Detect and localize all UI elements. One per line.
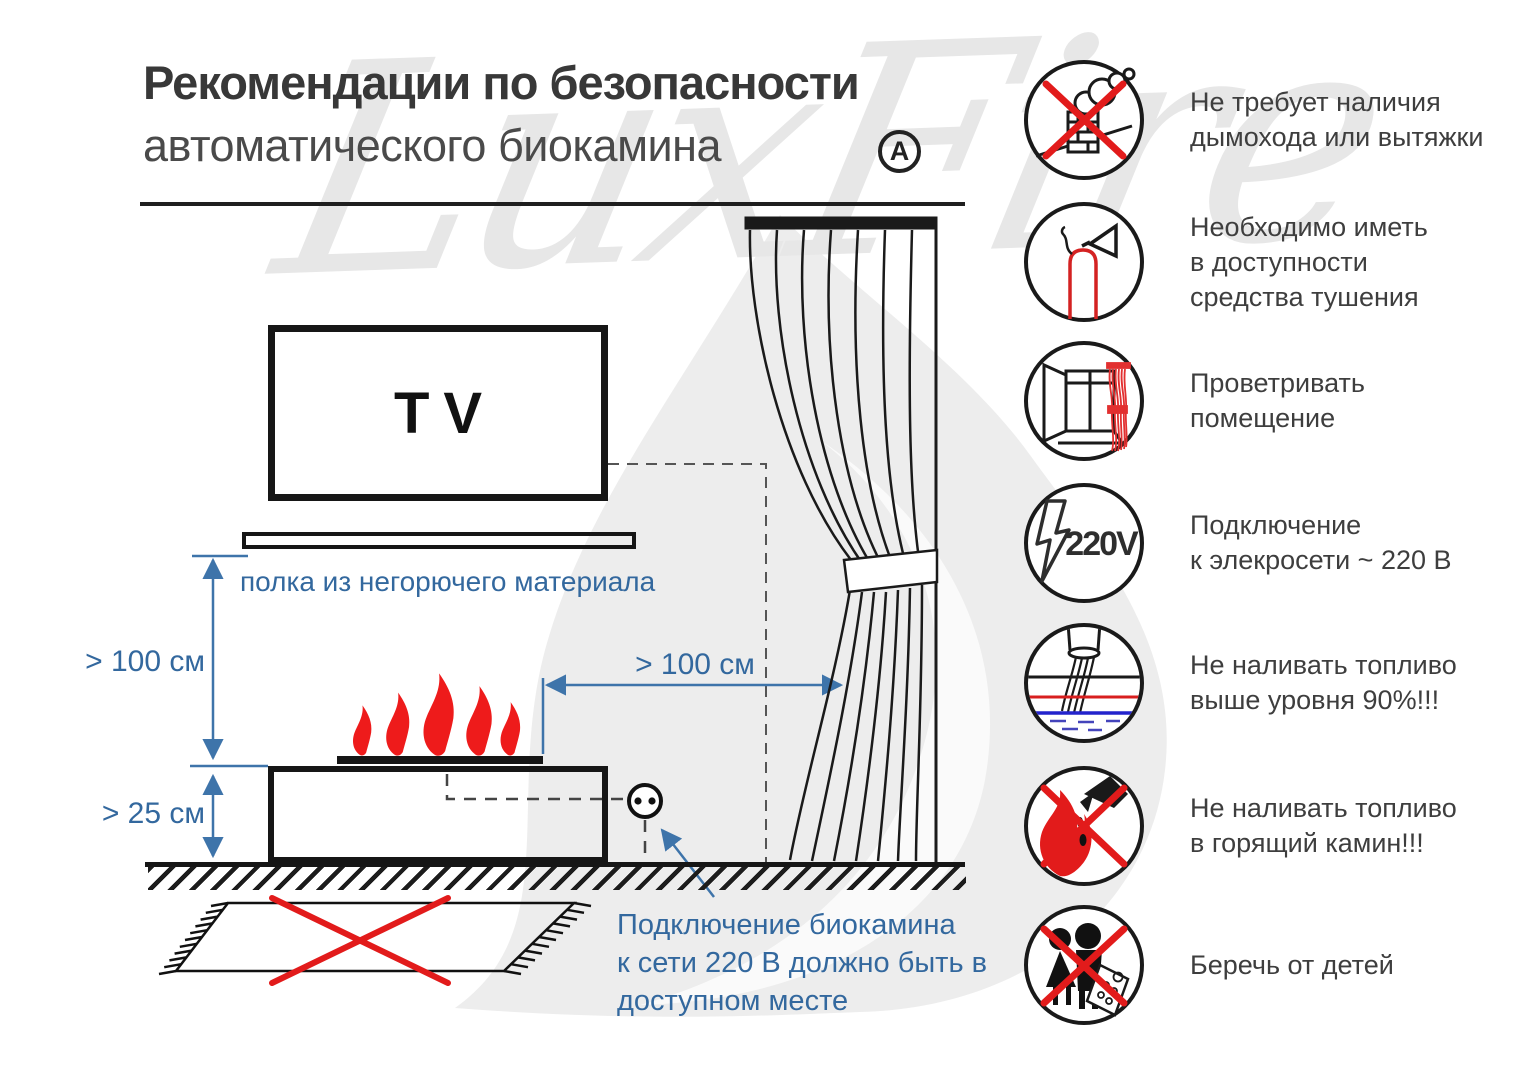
safety-item-label: Не наливать топливо в горящий камин!!! bbox=[1190, 793, 1457, 858]
extinguisher-icon bbox=[1024, 202, 1144, 322]
safety-item-children: Беречь от детей bbox=[1022, 903, 1394, 1027]
safety-item-power: 220V Подключение к элекросети ~ 220 В bbox=[1022, 481, 1452, 605]
safety-item-label: Беречь от детей bbox=[1190, 949, 1394, 980]
power-icon-label: 220V bbox=[1065, 525, 1139, 563]
safety-item-no-chimney: Не требует наличия дымохода или вытяжки bbox=[1022, 58, 1483, 182]
no-chimney-icon bbox=[1024, 60, 1144, 180]
shelf-label: полка из негорючего материала bbox=[240, 566, 656, 597]
safety-item-no-refill: Не наливать топливо в горящий камин!!! bbox=[1022, 764, 1457, 888]
floor-hatching bbox=[148, 867, 966, 890]
power-220v-icon: 220V bbox=[1024, 483, 1144, 603]
safety-item-extinguisher: Необходимо иметь в доступности средства … bbox=[1022, 200, 1428, 324]
fireplace-base bbox=[268, 766, 608, 863]
safety-item-label: Проветривать помещение bbox=[1190, 368, 1365, 433]
safety-item-label: Необходимо иметь в доступности средства … bbox=[1190, 211, 1428, 312]
page-title-line1: Рекомендации по безопасности bbox=[143, 56, 860, 109]
fuel-level-icon bbox=[1024, 623, 1144, 743]
tv-box: TV bbox=[268, 325, 608, 501]
dim-label-curtain-distance: > 100 см bbox=[635, 648, 755, 681]
dim-label-shelf-height: > 100 см bbox=[85, 645, 205, 678]
safety-item-fuel-level: Не наливать топливо выше уровня 90%!!! bbox=[1022, 621, 1457, 745]
ceiling-line bbox=[140, 202, 965, 206]
keep-from-children-icon bbox=[1024, 905, 1144, 1025]
safety-item-label: Подключение к элекросети ~ 220 В bbox=[1190, 510, 1452, 575]
floor-line bbox=[145, 862, 965, 867]
outlet-note: Подключение биокамина к сети 220 В должн… bbox=[617, 909, 988, 1017]
tv-label: TV bbox=[393, 380, 497, 446]
page-title-line2: автоматического биокамина bbox=[143, 120, 722, 171]
safety-item-label: Не требует наличия дымохода или вытяжки bbox=[1190, 87, 1484, 152]
shelf bbox=[242, 532, 636, 549]
burner-plate bbox=[337, 756, 543, 764]
ventilate-icon bbox=[1024, 341, 1144, 461]
circled-a-badge: A bbox=[878, 130, 921, 173]
no-refill-burning-icon bbox=[1024, 766, 1144, 886]
dim-label-base-height: > 25 см bbox=[101, 797, 205, 830]
safety-item-ventilate: Проветривать помещение bbox=[1022, 339, 1365, 463]
safety-item-label: Не наливать топливо выше уровня 90%!!! bbox=[1190, 650, 1457, 715]
